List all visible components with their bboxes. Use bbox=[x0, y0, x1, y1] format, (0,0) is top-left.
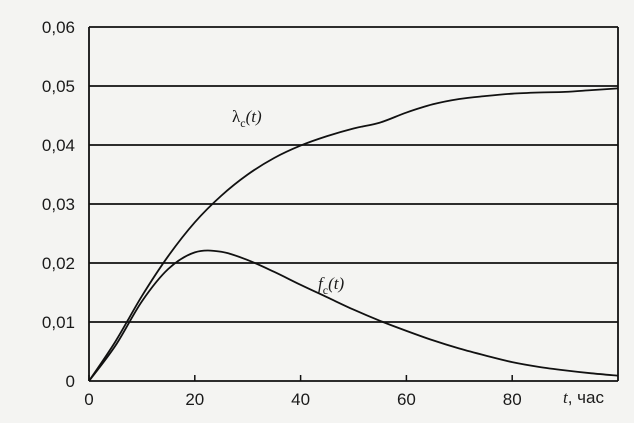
y-tick-label: 0,02 bbox=[42, 254, 75, 273]
series-label-f-arg: (t) bbox=[328, 274, 344, 293]
series-label-f-sub: c bbox=[323, 283, 328, 297]
x-tick-label: 40 bbox=[291, 390, 310, 409]
series-label-f-main: f bbox=[318, 274, 325, 293]
series-line-f bbox=[88, 249, 619, 382]
x-axis-label: t, час bbox=[563, 388, 604, 407]
series-label-lambda-arg: (t) bbox=[246, 107, 262, 126]
grid-layer bbox=[89, 26, 618, 323]
y-tick-label: 0,03 bbox=[42, 195, 75, 214]
y-tick-label: 0 bbox=[66, 372, 75, 391]
x-tick-label: 20 bbox=[185, 390, 204, 409]
y-tick-label: 0,04 bbox=[42, 136, 75, 155]
label-layer: 0 0,01 0,02 0,03 0,04 0,05 0,06 0 20 40 60 80 bbox=[42, 18, 522, 409]
series-line-lambda bbox=[88, 87, 619, 382]
x-tick-label: 80 bbox=[503, 390, 522, 409]
series-label-f: fc(t) bbox=[318, 274, 344, 297]
series-label-lambda-sub: c bbox=[240, 116, 245, 130]
y-tick-label: 0,05 bbox=[42, 77, 75, 96]
series-label-lambda: λc(t) bbox=[232, 107, 262, 130]
axis-layer bbox=[88, 27, 619, 382]
x-axis-label-unit: , час bbox=[568, 388, 605, 407]
y-tick-label: 0,06 bbox=[42, 18, 75, 37]
x-axis-label-var: t bbox=[563, 388, 569, 407]
series-layer bbox=[88, 87, 619, 382]
series-label-lambda-main: λ bbox=[232, 107, 241, 126]
y-tick-label: 0,01 bbox=[42, 313, 75, 332]
x-tick-label: 60 bbox=[397, 390, 416, 409]
x-tick-label: 0 bbox=[84, 390, 93, 409]
